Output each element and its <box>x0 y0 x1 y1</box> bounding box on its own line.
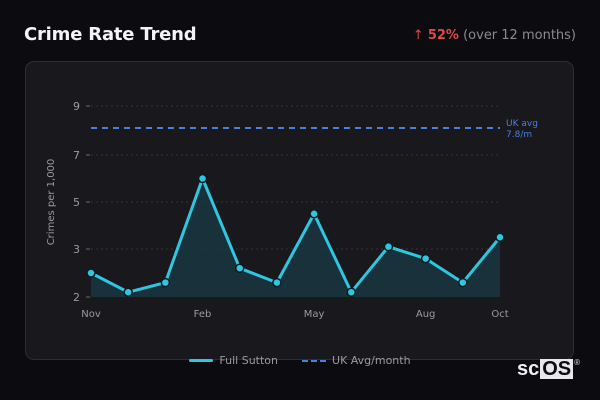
chart-card <box>25 61 574 360</box>
logo-text: sc <box>517 358 540 380</box>
legend-item-uk-avg[interactable]: UK Avg/month <box>302 354 411 367</box>
svg-text:5: 5 <box>73 196 80 209</box>
series-area <box>91 178 500 297</box>
svg-text:3: 3 <box>73 243 80 256</box>
uk-avg-annotation: UK avg <box>506 119 538 129</box>
series-line-full-sutton <box>90 177 502 294</box>
change-percent: 52% <box>427 28 459 43</box>
svg-text:Aug: Aug <box>416 309 436 320</box>
legend-label: UK Avg/month <box>332 354 411 367</box>
legend-label: Full Sutton <box>219 354 279 367</box>
x-axis: Nov Feb May Aug Oct <box>81 309 508 320</box>
change-period: (over 12 months) <box>463 28 576 43</box>
registered-mark: ® <box>574 358 581 367</box>
svg-text:Oct: Oct <box>491 309 508 320</box>
svg-text:2: 2 <box>73 291 80 304</box>
page-title: Crime Rate Trend <box>24 24 197 45</box>
dashed-line-swatch-icon <box>302 359 327 362</box>
grid-lines <box>91 105 500 250</box>
logo-boxed-text: OS <box>540 358 574 380</box>
svg-text:Feb: Feb <box>194 309 212 320</box>
y-axis: 2 3 5 7 9 <box>73 100 90 304</box>
scos-logo: sc OS ® <box>517 359 580 379</box>
legend-item-full-sutton[interactable]: Full Sutton <box>189 354 278 367</box>
svg-text:9: 9 <box>73 100 80 113</box>
uk-avg-annotation-value: 7.8/m <box>506 130 532 140</box>
svg-text:7: 7 <box>73 149 80 162</box>
svg-text:Nov: Nov <box>81 309 101 320</box>
trend-up-icon: ↑ <box>412 28 424 43</box>
legend: Full Sutton UK Avg/month <box>0 354 600 367</box>
y-axis-label: Crimes per 1,000 <box>46 159 57 246</box>
data-markers <box>86 173 505 297</box>
trend-change: ↑ 52% (over 12 months) <box>413 28 576 43</box>
svg-text:May: May <box>304 309 325 320</box>
solid-line-swatch-icon <box>189 359 214 362</box>
